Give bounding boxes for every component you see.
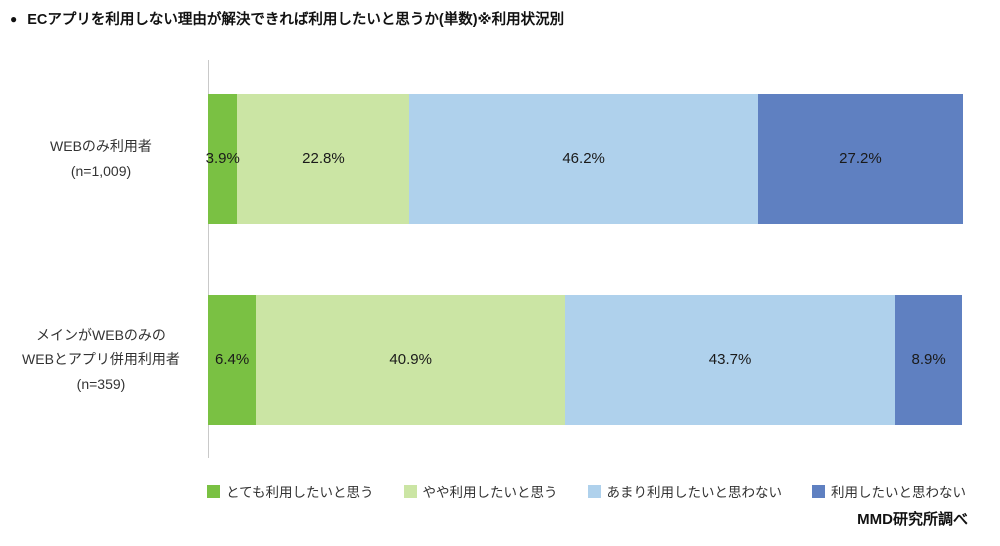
category-label-line: (n=359)	[76, 375, 126, 392]
category-label-line: WEBとアプリ併用利用者	[22, 351, 180, 368]
chart-title: ECアプリを利用しない理由が解決できれば利用したいと思うか(単数)※利用状況別	[27, 12, 565, 28]
bar-row: メインがWEBのみの WEBとアプリ併用利用者 (n=359) 6.4% 40.9% 43…	[0, 259, 963, 460]
legend-swatch-icon	[207, 484, 221, 498]
bar-segment: 22.8%	[237, 93, 410, 224]
category-label-line: メインがWEBのみの	[36, 326, 166, 343]
category-label-line: (n=1,009)	[70, 162, 132, 179]
legend-label: あまり利用したいと思わない	[606, 485, 783, 500]
value-label: 8.9%	[911, 351, 946, 368]
legend-label: やや利用したいと思う	[422, 485, 558, 500]
bar-segment: 8.9%	[895, 294, 963, 425]
bar-row: WEBのみ利用者 (n=1,009) 3.9% 22.8% 46.2% 27.2%	[0, 58, 963, 259]
legend-label: 利用したいと思わない	[831, 485, 966, 500]
bar-segment: 43.7%	[565, 294, 896, 425]
category-label-line: WEBのみ利用者	[50, 138, 152, 154]
bar-segment: 46.2%	[409, 93, 758, 224]
bar-segment: 3.9%	[205, 93, 240, 224]
y-axis-line	[208, 60, 209, 458]
chart-header: ● ECアプリを利用しない理由が解決できれば利用したいと思うか(単数)※利用状況…	[10, 8, 564, 29]
value-label: 27.2%	[839, 150, 882, 167]
legend-swatch-icon	[403, 484, 417, 498]
legend-label: とても利用したいと思う	[226, 485, 374, 500]
source-credit: MMD研究所調べ	[857, 511, 968, 528]
bar-segment: 27.2%	[757, 93, 963, 224]
legend-swatch-icon	[812, 484, 825, 498]
value-label: 22.8%	[302, 150, 345, 167]
legend-swatch-icon	[587, 484, 601, 498]
value-label: 43.7%	[708, 351, 752, 368]
plot-area: WEBのみ利用者 (n=1,009) 3.9% 22.8% 46.2% 27.2% メインが…	[0, 58, 963, 460]
stacked-bar: 6.4% 40.9% 43.7% 8.9%	[208, 294, 963, 425]
stacked-bar: 3.9% 22.8% 46.2% 27.2%	[205, 93, 963, 224]
bar-segment: 40.9%	[256, 294, 566, 425]
category-label: メインがWEBのみの WEBとアプリ併用利用者 (n=359)	[0, 323, 208, 397]
legend: とても利用したいと思う やや利用したいと思う あまり利用したいと思わない 利用したいと…	[207, 481, 966, 501]
legend-item: 利用したいと思わない	[812, 481, 966, 501]
bar-segment: 6.4%	[208, 294, 257, 425]
legend-item: あまり利用したいと思わない	[587, 481, 783, 501]
bar-rows: WEBのみ利用者 (n=1,009) 3.9% 22.8% 46.2% 27.2% メインが…	[0, 58, 963, 460]
value-label: 6.4%	[215, 351, 250, 368]
value-label: 46.2%	[562, 150, 605, 167]
legend-item: とても利用したいと思う	[207, 481, 374, 501]
category-label: WEBのみ利用者 (n=1,009)	[0, 134, 208, 183]
value-label: 40.9%	[389, 351, 432, 368]
value-label: 3.9%	[205, 150, 240, 167]
bullet-icon: ●	[10, 11, 18, 26]
legend-item: やや利用したいと思う	[403, 481, 558, 501]
